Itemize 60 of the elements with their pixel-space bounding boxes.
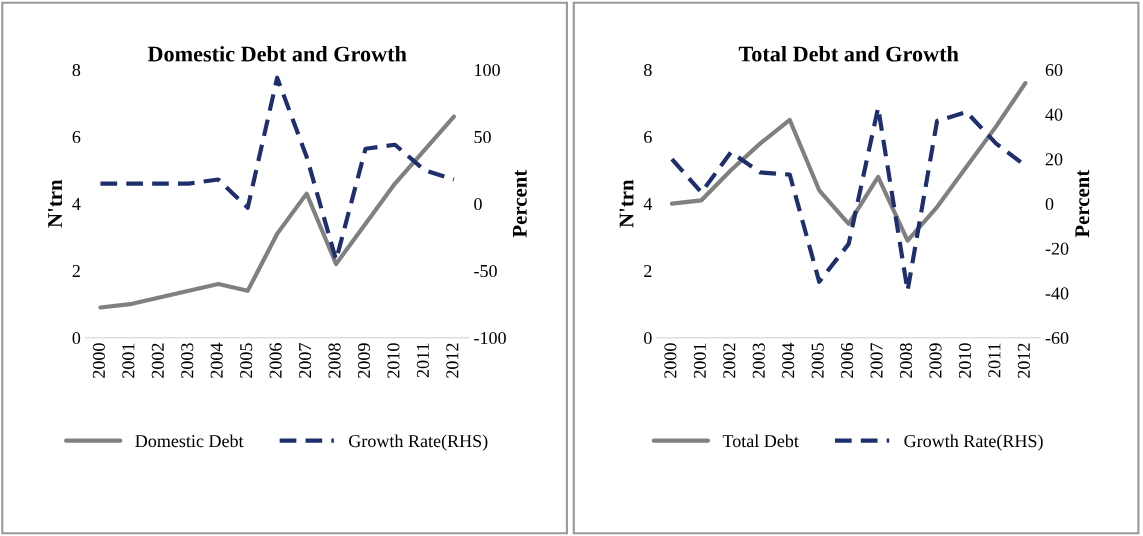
y2-tick-label: 50: [474, 130, 491, 144]
y2-tick-label: 0: [1045, 197, 1054, 211]
y-axis-title: N'trn: [48, 179, 63, 228]
legend-label: Total Debt: [722, 434, 799, 448]
x-tick-label: 2002: [151, 343, 164, 378]
x-tick-label: 2002: [723, 343, 736, 378]
y2-tick-label: -60: [1045, 331, 1069, 345]
legend-label: Growth Rate(RHS): [349, 434, 488, 451]
x-tick-label: 2003: [752, 343, 765, 378]
y2-tick-label: 0: [474, 197, 482, 211]
x-tick-label: 2000: [92, 343, 105, 378]
y2-tick-label: 60: [1045, 63, 1063, 77]
y2-tick-label: -20: [1045, 242, 1069, 255]
legend-label: Growth Rate(RHS): [904, 434, 1043, 451]
y2-tick-label: 100: [475, 63, 500, 77]
x-tick-label: 2005: [811, 343, 824, 378]
y2-tick-label: -50: [474, 264, 497, 278]
y2-tick-label: 40: [1045, 108, 1063, 121]
x-tick-label: 2004: [210, 342, 223, 378]
x-tick-label: 2001: [122, 343, 135, 378]
x-tick-label: 2008: [899, 343, 913, 378]
y-tick-label: 2: [644, 264, 652, 277]
chart-title: Domestic Debt and Growth: [147, 45, 407, 62]
x-tick-label: 2007: [870, 343, 883, 378]
x-tick-label: 2008: [328, 343, 341, 378]
y2-tick-label: 20: [1045, 153, 1063, 166]
x-tick-label: 2009: [929, 343, 942, 378]
x-tick-label: 2001: [693, 343, 706, 378]
chart-title: Total Debt and Growth: [738, 45, 959, 62]
y-tick-label: 2: [72, 264, 80, 277]
line-series: [98, 114, 456, 310]
y-tick-label: 0: [644, 331, 652, 345]
x-tick-label: 2000: [664, 343, 677, 378]
y-tick-label: 0: [72, 331, 81, 345]
y-tick-label: 8: [72, 63, 81, 77]
x-tick-label: 2011: [988, 343, 1001, 378]
y-tick-label: 4: [72, 198, 81, 210]
x-tick-label: 2005: [240, 343, 253, 378]
x-tick-label: 2012: [446, 343, 459, 378]
y2-tick-label: -100: [474, 331, 506, 345]
y-tick-label: 4: [643, 198, 653, 210]
x-tick-label: 2009: [357, 343, 371, 378]
x-tick-label: 2007: [298, 343, 312, 378]
x-tick-label: 2010: [387, 343, 400, 378]
y-tick-label: 6: [644, 130, 652, 144]
y2-axis-title: Percent: [512, 169, 527, 238]
y-axis-title: N'trn: [619, 179, 634, 228]
x-tick-label: 2003: [181, 343, 194, 378]
x-tick-label: 2012: [1017, 343, 1030, 378]
x-tick-label: 2006: [269, 343, 282, 378]
y-tick-label: 8: [644, 63, 652, 77]
y-tick-label: 6: [72, 130, 81, 144]
legend-label: Domestic Debt: [135, 434, 244, 448]
x-tick-label: 2011: [416, 343, 429, 378]
y2-tick-label: -40: [1045, 287, 1069, 300]
x-tick-label: 2006: [841, 343, 854, 378]
x-tick-label: 2004: [782, 342, 795, 378]
line-series: [669, 80, 1028, 243]
x-tick-label: 2010: [958, 343, 972, 378]
y2-axis-title: Percent: [1075, 169, 1090, 238]
